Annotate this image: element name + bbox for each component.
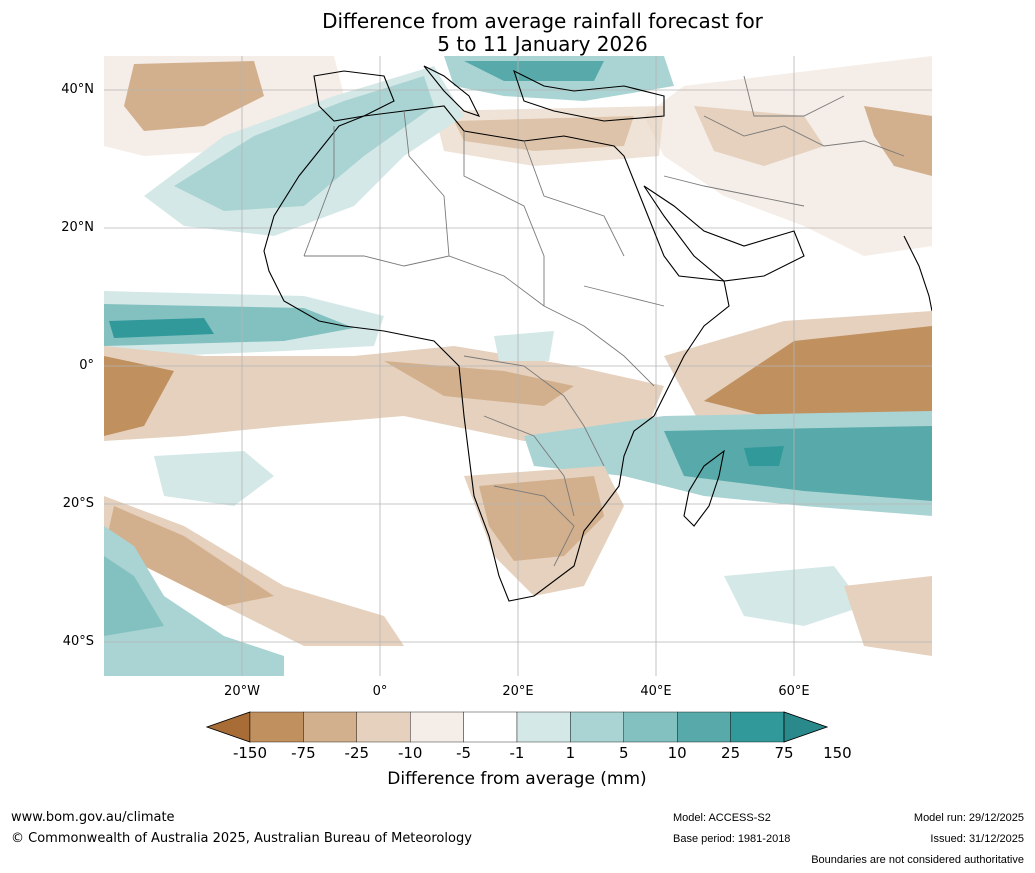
colorbar-swatches bbox=[206, 711, 828, 743]
colorbar-swatch bbox=[623, 711, 678, 743]
greece-turkey-coastline bbox=[513, 69, 665, 122]
iberia-coastline bbox=[313, 70, 395, 122]
dry-anomaly-area-equatorial-inner2 bbox=[384, 361, 574, 406]
wet-anomaly-area-gulf-of-guinea-core bbox=[109, 318, 214, 338]
colorbar-swatch bbox=[463, 711, 518, 743]
dry-anomaly-area-west-indian-ocean-inner bbox=[704, 326, 932, 426]
colorbar-tick-label: -150 bbox=[232, 744, 268, 762]
wet-anomaly-area-ne-atlantic-inner bbox=[174, 76, 434, 211]
footer-disclaimer: Boundaries are not considered authoritat… bbox=[811, 854, 1024, 866]
india-coastline bbox=[903, 235, 932, 312]
wet-anomaly-area-sw-atlantic bbox=[104, 526, 284, 676]
wet-anomaly-area-south-indian-ocean-mid bbox=[664, 426, 932, 501]
footer-copyright: © Commonwealth of Australia 2025, Austra… bbox=[11, 831, 472, 846]
anomaly-fields bbox=[104, 56, 932, 676]
lon-label-40e: 40°E bbox=[640, 684, 672, 699]
dry-anomaly-area-equatorial-atlantic-inner bbox=[104, 356, 174, 436]
footer-base-period: Base period: 1981-2018 bbox=[673, 833, 791, 845]
footer-model: Model: ACCESS-S2 bbox=[673, 812, 771, 824]
rainfall-map[interactable] bbox=[104, 56, 932, 676]
colorbar-tick-label: -75 bbox=[291, 744, 316, 762]
colorbar-tick-label: -1 bbox=[509, 744, 525, 762]
colorbar-swatch bbox=[516, 711, 571, 743]
madagascar-coastline bbox=[683, 449, 725, 527]
coastlines bbox=[263, 65, 932, 602]
lon-label-0: 0° bbox=[372, 684, 388, 699]
footer-model-run: Model run: 29/12/2025 bbox=[913, 812, 1024, 824]
dry-anomaly-area-south-atlantic bbox=[104, 496, 404, 646]
lat-label-40n: 40°N bbox=[61, 82, 94, 97]
colorbar-tick-label: 10 bbox=[667, 744, 687, 762]
dry-anomaly-area-north-atlantic-inner bbox=[124, 61, 264, 131]
lon-label-20w: 20°W bbox=[224, 684, 260, 699]
wet-anomaly-area-south-indian-ocean-core bbox=[744, 446, 784, 466]
dry-anomaly-area-south-atlantic-inner bbox=[104, 506, 274, 606]
colorbar-extend-low bbox=[206, 711, 251, 743]
wet-anomaly-area-east-africa bbox=[494, 331, 554, 361]
colorbar-tick-label: 5 bbox=[619, 744, 629, 762]
footer-website[interactable]: www.bom.gov.au/climate bbox=[11, 810, 175, 825]
colorbar-swatch bbox=[570, 711, 624, 743]
africa-coastline bbox=[263, 105, 730, 602]
dry-anomaly-area-mediterranean-outer bbox=[434, 106, 664, 166]
chart-title-line1: Difference from average rainfall forecas… bbox=[322, 9, 763, 33]
graticule bbox=[104, 56, 932, 676]
colorbar-swatch bbox=[677, 711, 731, 743]
colorbar-tick-label: 25 bbox=[721, 744, 741, 762]
dry-anomaly-area-equatorial-atlantic bbox=[104, 346, 664, 441]
colorbar-tick-label: -5 bbox=[456, 744, 472, 762]
colorbar-tick-label: 1 bbox=[565, 744, 576, 762]
italy-coastline bbox=[423, 65, 481, 117]
map-canvas bbox=[104, 56, 932, 676]
colorbar-swatch bbox=[730, 711, 785, 743]
colorbar-tick-label: 75 bbox=[774, 744, 794, 762]
colorbar-swatch bbox=[409, 711, 464, 743]
colorbar-tick-label: 150 bbox=[823, 744, 852, 762]
dry-anomaly-area-middle-east-inner bbox=[694, 106, 824, 166]
lon-label-20e: 20°E bbox=[502, 684, 534, 699]
chart-title-line2: 5 to 11 January 2026 bbox=[437, 32, 648, 56]
colorbar-extend-high bbox=[783, 711, 828, 743]
dry-anomaly-area-southern-africa-inner bbox=[479, 476, 604, 561]
lat-label-40s: 40°S bbox=[62, 634, 94, 649]
wet-anomaly-area-south-atlantic-central bbox=[154, 451, 274, 506]
wet-anomaly-area-sw-atlantic-inner bbox=[104, 556, 164, 636]
wet-anomaly-area-mediterranean-east-inner bbox=[464, 61, 604, 81]
lat-label-20s: 20°S bbox=[62, 496, 94, 511]
dry-anomaly-area-south-indian-east bbox=[844, 576, 932, 656]
colorbar-label: Difference from average (mm) bbox=[387, 769, 647, 789]
lat-label-0: 0° bbox=[79, 358, 94, 373]
colorbar-swatch bbox=[356, 711, 411, 743]
lat-label-20n: 20°N bbox=[61, 220, 94, 235]
arabia-coastline bbox=[643, 185, 805, 282]
colorbar-tick-label: -25 bbox=[344, 744, 370, 762]
footer-issued: Issued: 31/12/2025 bbox=[930, 833, 1024, 845]
colorbar bbox=[206, 711, 828, 743]
colorbar-tick-label: -10 bbox=[397, 744, 423, 762]
dry-anomaly-area-iran bbox=[864, 106, 932, 176]
colorbar-swatch bbox=[303, 711, 358, 743]
country-borders bbox=[303, 75, 905, 567]
colorbar-swatch bbox=[249, 711, 304, 743]
lon-label-60e: 60°E bbox=[778, 684, 810, 699]
